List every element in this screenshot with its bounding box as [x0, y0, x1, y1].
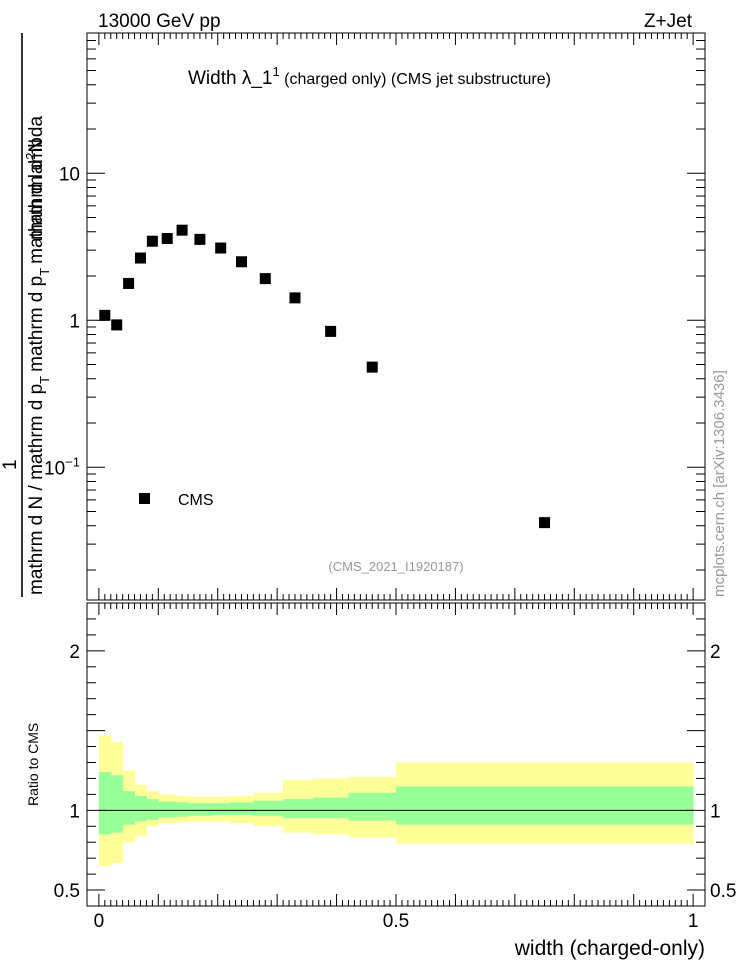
data-point: [215, 242, 227, 254]
header-right: Z+Jet: [644, 11, 693, 32]
y-label-numerator: mathrm d2N: [23, 139, 47, 240]
data-point: [146, 235, 158, 247]
inner-band-bin: [176, 802, 189, 817]
data-point: [161, 232, 173, 244]
legend-label: CMS: [178, 492, 214, 509]
ratio-y-tick-label-right: 2: [710, 642, 721, 663]
y-label-denominator: mathrm d N / mathrm d pTmathrm d pTmathr…: [26, 116, 52, 595]
ratio-y-tick-label-left: 1: [69, 801, 80, 822]
inner-band-bin: [158, 801, 177, 818]
inner-band-bin: [134, 795, 147, 822]
y-tick-label: 10: [59, 164, 80, 185]
data-point: [111, 319, 123, 331]
header-left: 13000 GeV pp: [98, 11, 221, 32]
data-point: [99, 309, 111, 321]
main-plot-frame: [86, 32, 706, 601]
cms-data-points: [99, 224, 551, 529]
inner-band-bin: [229, 802, 254, 816]
x-tick-label: 0: [94, 911, 105, 932]
data-point: [539, 517, 551, 529]
ratio-y-tick-label-right: 1: [710, 801, 721, 822]
x-tick-label: 0.5: [383, 911, 409, 932]
inner-band-bin: [396, 786, 694, 825]
inner-band-bin: [253, 800, 284, 816]
ratio-plot-frame: [86, 602, 706, 907]
main-plot: 10−1 1 10 CMS (CMS_2021_I1920187): [44, 32, 706, 601]
data-point: [176, 224, 188, 236]
inner-band-bin: [146, 799, 159, 820]
inner-band-bin: [348, 792, 397, 821]
data-point: [259, 273, 271, 285]
y-tick-label: 1: [69, 311, 80, 332]
inner-band-bin: [98, 772, 112, 835]
inner-band-bin: [211, 803, 231, 816]
plot-title: Width λ_11 (charged only) (CMS jet subst…: [188, 64, 551, 89]
ratio-tick-labels: 0.5 0.5 1 1 2 2 0 0.5 1: [54, 642, 737, 932]
inner-band-bin: [283, 799, 314, 819]
inner-band-bin: [312, 797, 349, 819]
analysis-tag: (CMS_2021_I1920187): [328, 559, 463, 574]
y-tick-label: 10−1: [44, 454, 80, 479]
data-point: [194, 233, 206, 245]
data-point: [366, 361, 378, 373]
data-point: [134, 252, 146, 264]
x-tick-label: 1: [688, 911, 699, 932]
y-label-one: 1: [0, 459, 21, 470]
inner-band-bin: [188, 803, 213, 816]
ratio-axis-ticks: [87, 603, 705, 906]
data-point: [289, 292, 301, 304]
ratio-plot: 0.5 0.5 1 1 2 2 0 0.5 1 Ratio to CMS: [25, 602, 737, 932]
legend-marker: [139, 493, 150, 504]
inner-band-bin: [122, 791, 136, 825]
main-axis-ticks: [87, 32, 705, 600]
ratio-y-label: Ratio to CMS: [25, 723, 41, 806]
ratio-y-tick-label-right: 0.5: [710, 881, 736, 902]
ratio-y-tick-label-left: 0.5: [54, 881, 80, 902]
side-label: mcplots.cern.ch [arXiv:1306.3436]: [711, 370, 728, 597]
data-point: [123, 277, 135, 289]
x-axis-label: width (charged-only): [514, 937, 705, 960]
main-y-tick-labels: 10−1 1 10: [44, 164, 80, 479]
inner-band-bin: [110, 775, 124, 833]
y-axis-label: mathrm d2N 1 mathrm d N / mathrm d pTmat…: [0, 33, 52, 597]
data-point: [236, 256, 247, 268]
ratio-y-tick-label-left: 2: [69, 642, 80, 663]
data-point: [325, 325, 337, 337]
ratio-bands: [98, 735, 694, 867]
